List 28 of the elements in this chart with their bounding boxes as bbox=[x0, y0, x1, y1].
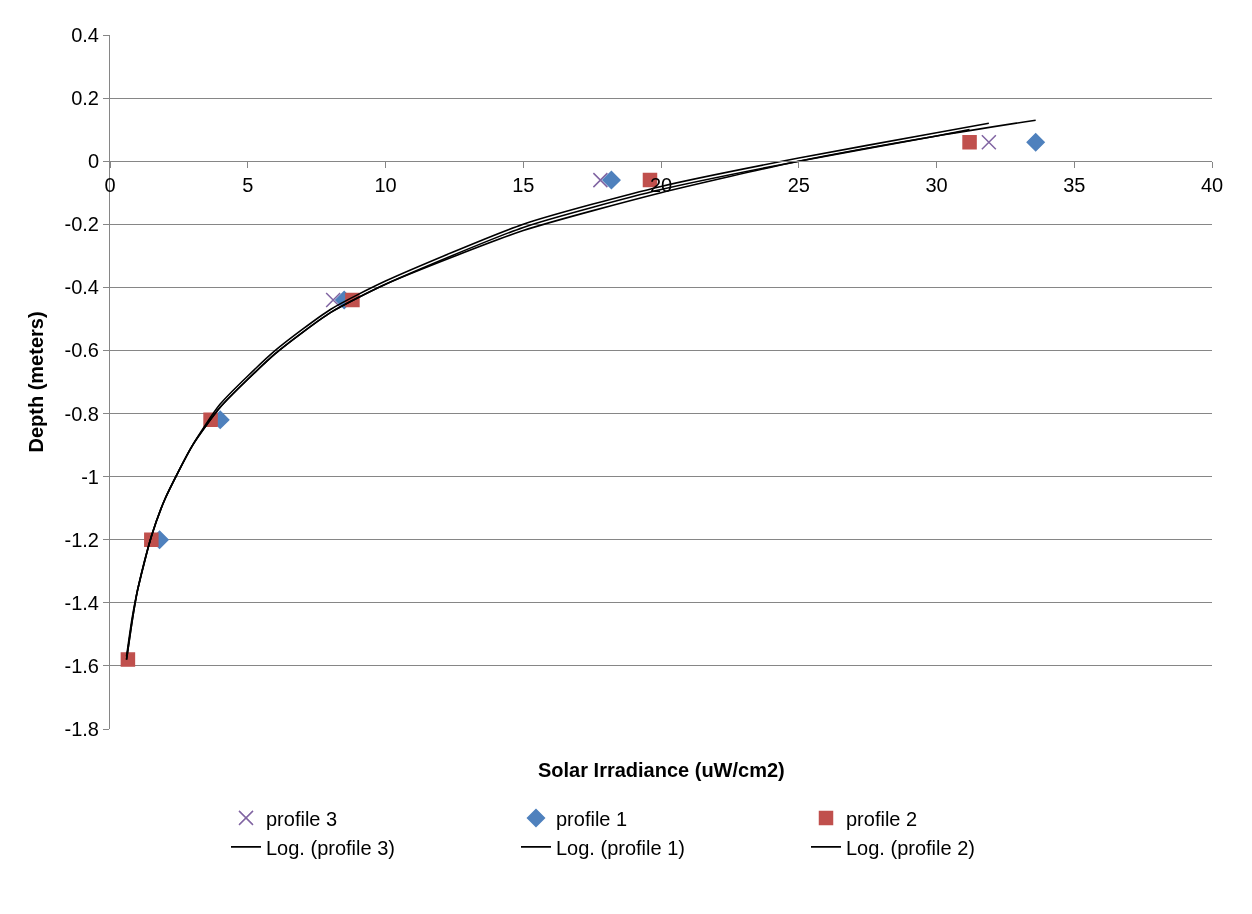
y-tick-label: -1.2 bbox=[64, 528, 99, 551]
y-tick-label: -0.6 bbox=[64, 339, 99, 362]
y-axis-title: Depth (meters) bbox=[25, 311, 48, 453]
x-tick-label: 25 bbox=[787, 174, 810, 197]
legend-label: Log. (profile 2) bbox=[846, 836, 975, 859]
legend-label: Log. (profile 3) bbox=[266, 836, 395, 859]
legend-label: profile 3 bbox=[266, 807, 338, 830]
x-tick-label: 0 bbox=[104, 174, 116, 197]
x-tick-label: 5 bbox=[242, 174, 254, 197]
x-tick-label: 35 bbox=[1063, 174, 1086, 197]
legend-label: profile 1 bbox=[556, 807, 628, 830]
y-tick-label: 0.2 bbox=[71, 87, 99, 110]
y-tick-label: -0.8 bbox=[64, 402, 99, 425]
y-tick-label: -1.8 bbox=[64, 718, 99, 740]
y-tick-label: 0.4 bbox=[71, 24, 99, 46]
x-tick-label: 10 bbox=[374, 174, 397, 197]
legend-label: profile 2 bbox=[846, 807, 918, 830]
y-tick-label: -1 bbox=[81, 465, 99, 488]
x-tick-label: 30 bbox=[925, 174, 948, 197]
x-tick-label: 15 bbox=[512, 174, 535, 197]
x-axis-title: Solar Irradiance (uW/cm2) bbox=[538, 759, 785, 781]
y-tick-label: -1.4 bbox=[64, 591, 99, 614]
y-tick-label: -1.6 bbox=[64, 654, 99, 677]
x-tick-label: 40 bbox=[1200, 174, 1224, 197]
y-tick-label: -0.2 bbox=[64, 213, 99, 236]
y-tick-label: 0 bbox=[87, 150, 99, 173]
legend-label: Log. (profile 1) bbox=[556, 836, 685, 859]
y-tick-label: -0.4 bbox=[64, 276, 99, 299]
